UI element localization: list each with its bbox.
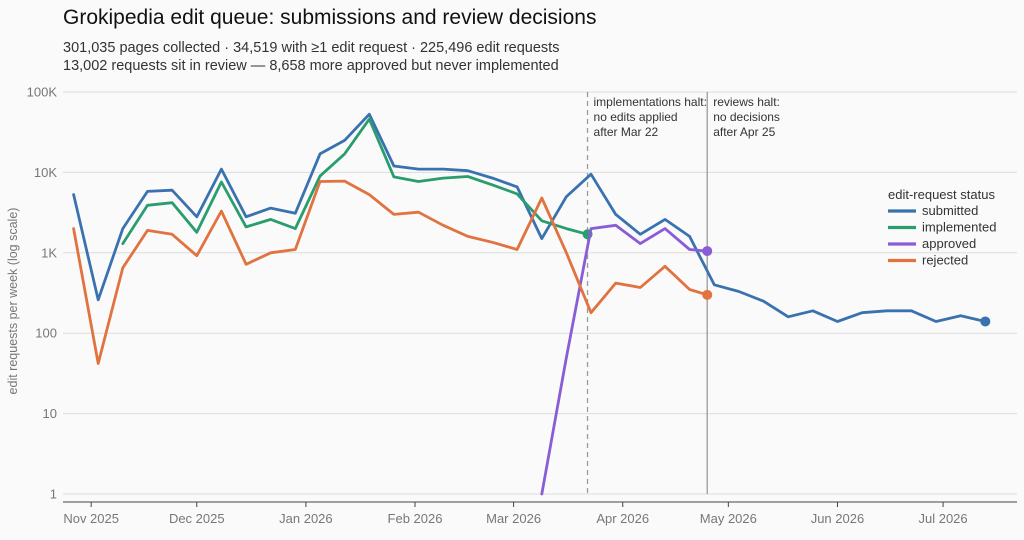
x-tick-label: Jul 2026 [918,511,967,526]
legend-title: edit-request status [888,187,995,202]
annotation-text: implementations halt: [594,95,707,109]
y-tick-label: 10 [43,406,57,421]
annotation-text: no edits applied [594,110,678,124]
legend-label-approved: approved [922,236,976,251]
annotation-text: reviews halt: [713,95,780,109]
legend-label-submitted: submitted [922,203,978,218]
x-tick-label: Dec 2025 [169,511,225,526]
x-tick-label: Jun 2026 [811,511,865,526]
chart-subtitle-line-1: 301,035 pages collected · 34,519 with ≥1… [63,40,560,56]
y-tick-label: 100 [35,326,57,341]
series-end-marker-approved [702,246,713,257]
legend-label-implemented: implemented [922,220,996,235]
x-tick-label: May 2026 [700,511,757,526]
series-line-approved [540,223,709,496]
x-tick-label: Jan 2026 [279,511,333,526]
series-lines [72,112,991,496]
annotation-text: after Apr 25 [713,125,775,139]
y-tick-label: 100K [27,85,58,100]
series-line-implemented [121,117,589,246]
y-axis-title: edit requests per week (log scale) [6,208,20,395]
series-line-rejected [72,179,709,365]
series-end-marker-rejected [702,289,713,300]
y-axis: 1 10 100 1K 10K 100K edit requests per week (l… [6,85,57,502]
chart-subtitle-line-2: 13,002 requests sit in review — 8,658 mo… [63,58,559,74]
chart-title: Grokipedia edit queue: submissions and r… [63,6,597,29]
annotations: implementations halt:no edits appliedaft… [586,92,780,494]
gridlines [63,91,1017,495]
x-axis: Nov 2025 Dec 2025 Jan 2026 Feb 2026 Mar 2026… [63,501,1017,526]
legend-label-rejected: rejected [922,253,968,268]
series-line-submitted [72,112,987,323]
x-tick-label: Nov 2025 [63,511,119,526]
y-tick-label: 1 [50,487,57,502]
y-tick-label: 10K [34,165,57,180]
x-tick-label: Feb 2026 [388,511,443,526]
x-tick-label: Apr 2026 [596,511,649,526]
annotation-text: after Mar 22 [594,125,659,139]
y-tick-label: 1K [41,245,57,260]
series-end-marker-submitted [980,316,991,327]
x-tick-label: Mar 2026 [486,511,541,526]
annotation-text: no decisions [713,110,780,124]
